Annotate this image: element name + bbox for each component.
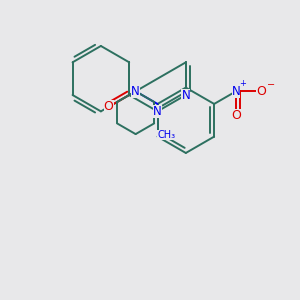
Text: N: N xyxy=(232,85,240,98)
Text: O: O xyxy=(231,109,241,122)
Text: N: N xyxy=(131,85,140,98)
Text: N: N xyxy=(131,85,140,98)
Text: +: + xyxy=(239,80,246,88)
Text: O: O xyxy=(256,85,266,98)
Text: −: − xyxy=(267,80,275,90)
Text: CH₃: CH₃ xyxy=(158,130,175,140)
Text: N: N xyxy=(182,88,190,101)
Text: O: O xyxy=(104,100,113,113)
Text: N: N xyxy=(153,105,162,118)
